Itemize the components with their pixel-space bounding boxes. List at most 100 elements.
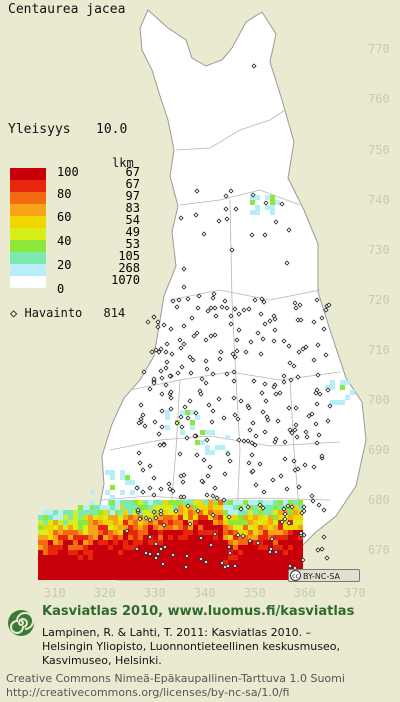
abundance-cell: [278, 525, 283, 530]
abundance-cell: [63, 570, 68, 575]
abundance-cell: [178, 535, 183, 540]
abundance-cell: [340, 385, 345, 390]
atlas-title-link[interactable]: Kasviatlas 2010, www.luomus.fi/kasviatla…: [42, 604, 355, 619]
license-url[interactable]: http://creativecommons.org/licenses/by-n…: [6, 686, 290, 699]
abundance-cell: [113, 565, 118, 570]
abundance-cell: [190, 420, 195, 425]
abundance-cell: [183, 570, 188, 575]
observation-point: [159, 375, 165, 381]
abundance-cell: [263, 520, 268, 525]
abundance-cell: [298, 545, 303, 550]
abundance-cell: [163, 565, 168, 570]
legend-level: 20: [57, 258, 72, 272]
observation-point: [181, 284, 187, 290]
abundance-cell: [115, 505, 120, 510]
observation-point: [289, 430, 295, 436]
y-tick: 710: [368, 343, 390, 357]
abundance-cell: [203, 510, 208, 515]
abundance-cell: [283, 545, 288, 550]
license-badge[interactable]: cc BY-NC-SA: [288, 569, 360, 582]
legend-count-header: lkm: [112, 156, 134, 170]
abundance-cell: [168, 560, 173, 565]
legend-swatch: [10, 168, 46, 180]
abundance-cell: [203, 525, 208, 530]
abundance-cell: [68, 565, 73, 570]
abundance-cell: [143, 525, 148, 530]
abundance-cell: [258, 560, 263, 565]
abundance-cell: [43, 515, 48, 520]
abundance-cell: [88, 535, 93, 540]
abundance-cell: [93, 550, 98, 555]
abundance-cell: [253, 565, 258, 570]
observation-point: [143, 550, 149, 556]
abundance-cell: [198, 540, 203, 545]
abundance-cell: [250, 210, 255, 215]
abundance-cell: [93, 510, 98, 515]
observation-point: [250, 468, 256, 474]
abundance-cell: [83, 550, 88, 555]
abundance-cell: [253, 505, 258, 510]
abundance-cell: [138, 530, 143, 535]
abundance-cell: [188, 525, 193, 530]
observation-point: [216, 396, 222, 402]
abundance-cell: [283, 565, 288, 570]
abundance-cell: [88, 555, 93, 560]
abundance-cell: [213, 510, 218, 515]
abundance-cell: [268, 500, 273, 505]
observation-point: [222, 298, 228, 304]
abundance-cell: [110, 475, 115, 480]
abundance-cell: [268, 525, 273, 530]
observation-point: [168, 389, 174, 395]
abundance-cell: [178, 575, 183, 580]
abundance-cell: [68, 515, 73, 520]
abundance-cell: [88, 515, 93, 520]
observation-point: [149, 349, 155, 355]
abundance-cell: [93, 570, 98, 575]
observation-point: [315, 547, 321, 553]
abundance-cell: [128, 550, 133, 555]
observation-point: [218, 349, 224, 355]
abundance-cell: [138, 560, 143, 565]
observation-point: [170, 298, 176, 304]
abundance-cell: [208, 545, 213, 550]
abundance-cell: [123, 545, 128, 550]
observation-point: [314, 440, 320, 446]
observation-point: [147, 517, 153, 523]
abundance-cell: [253, 515, 258, 520]
abundance-cell: [148, 540, 153, 545]
abundance-cell: [43, 540, 48, 545]
abundance-cell: [85, 505, 90, 510]
abundance-cell: [168, 565, 173, 570]
abundance-cell: [90, 500, 95, 505]
abundance-cell: [238, 555, 243, 560]
abundance-cell: [293, 560, 298, 565]
abundance-cell: [133, 525, 138, 530]
abundance-cell: [208, 530, 213, 535]
abundance-cell: [83, 515, 88, 520]
abundance-cell: [223, 515, 228, 520]
abundance-cell: [103, 540, 108, 545]
abundance-cell: [138, 500, 143, 505]
abundance-cell: [128, 510, 133, 515]
abundance-cell: [48, 570, 53, 575]
observation-point: [225, 563, 231, 569]
abundance-cell: [248, 535, 253, 540]
observation-point: [168, 395, 174, 401]
abundance-cell: [120, 475, 125, 480]
abundance-cell: [178, 555, 183, 560]
observation-point: [231, 378, 237, 384]
abundance-cell: [158, 520, 163, 525]
abundance-cell: [178, 500, 183, 505]
abundance-cell: [88, 565, 93, 570]
abundance-cell: [110, 510, 115, 515]
abundance-cell: [268, 535, 273, 540]
observation-point: [311, 464, 317, 470]
observation-point: [219, 560, 225, 566]
observation-point: [269, 536, 275, 542]
abundance-cell: [128, 525, 133, 530]
abundance-cell: [243, 505, 248, 510]
abundance-cell: [83, 560, 88, 565]
observation-point: [300, 557, 306, 563]
abundance-cell: [228, 500, 233, 505]
legend-row: 54: [10, 213, 140, 228]
